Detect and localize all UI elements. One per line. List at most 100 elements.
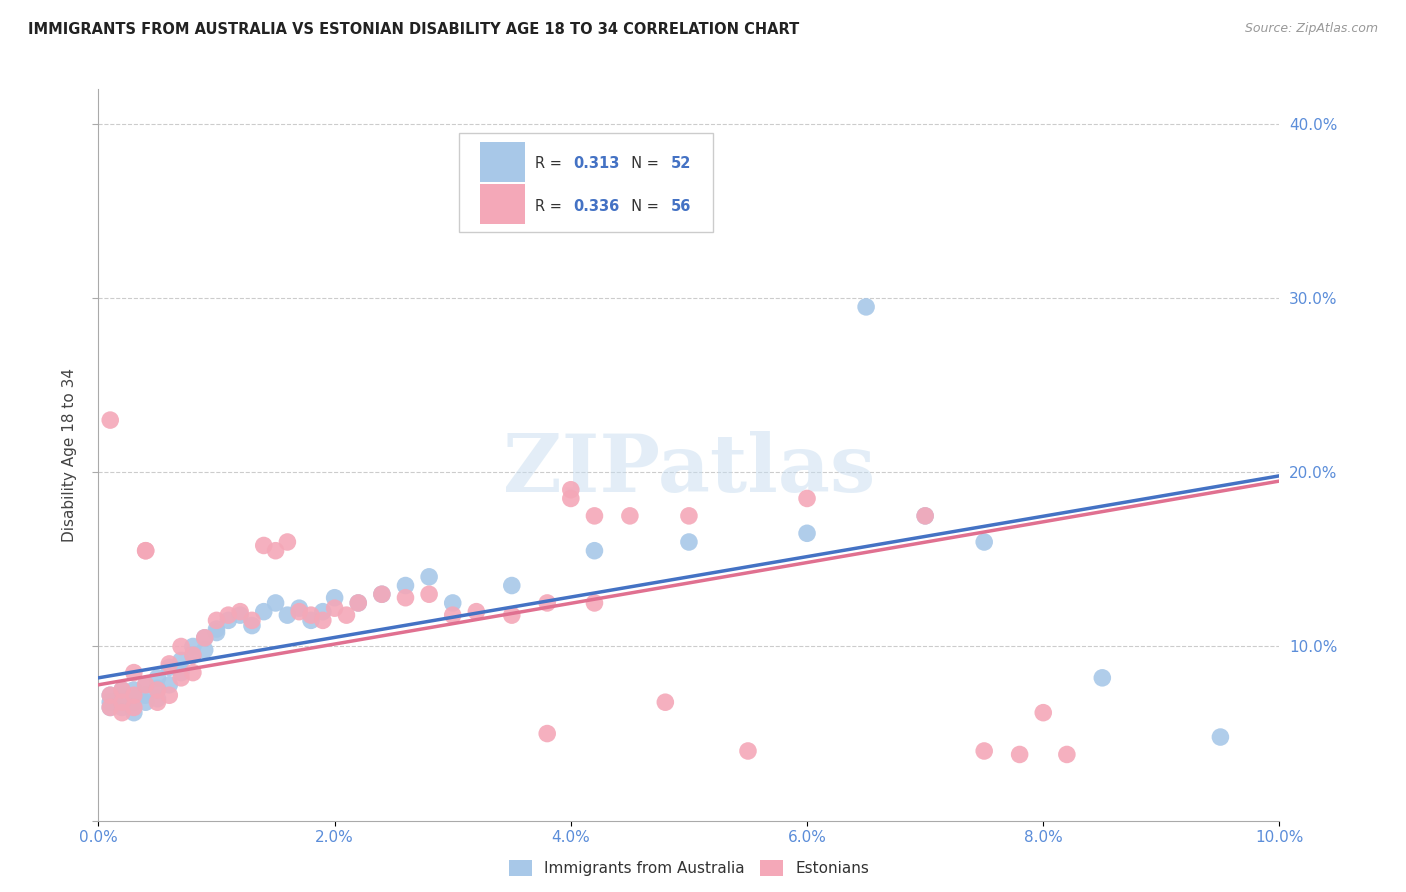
Point (122, 691, 145, 706)
Point (194, 643, 217, 657)
Point (394, 578, 416, 592)
Point (654, 695, 676, 709)
Point (678, 508, 700, 523)
Point (1209, 730, 1232, 744)
Point (264, 543, 287, 558)
Point (111, 683, 134, 698)
Text: 0.336: 0.336 (574, 199, 620, 213)
Point (181, 640, 204, 654)
Point (347, 596, 370, 610)
Point (1056, 747, 1078, 762)
Y-axis label: Disability Age 18 to 34: Disability Age 18 to 34 (62, 368, 77, 542)
Text: ZIPatlas: ZIPatlas (503, 431, 875, 508)
Point (737, 744, 759, 758)
Point (335, 608, 357, 623)
Point (205, 625, 228, 640)
Point (135, 678, 157, 692)
Point (312, 605, 335, 619)
Point (264, 596, 287, 610)
Point (135, 688, 157, 702)
Point (98, 700, 121, 714)
FancyBboxPatch shape (458, 133, 713, 232)
FancyBboxPatch shape (479, 184, 524, 224)
Point (135, 678, 157, 692)
Point (465, 605, 488, 619)
Point (135, 543, 157, 558)
Point (678, 535, 700, 549)
Text: 0.313: 0.313 (574, 156, 620, 171)
Point (194, 631, 217, 645)
Point (441, 596, 464, 610)
Point (560, 204, 582, 219)
Point (146, 691, 169, 706)
Point (240, 613, 263, 627)
Point (371, 587, 394, 601)
Point (583, 543, 606, 558)
Point (312, 613, 335, 627)
Point (122, 683, 145, 698)
Point (371, 587, 394, 601)
Point (288, 601, 311, 615)
Point (441, 608, 464, 623)
Point (253, 605, 276, 619)
Point (111, 695, 134, 709)
Point (194, 631, 217, 645)
Point (122, 700, 145, 714)
Point (276, 535, 298, 549)
Point (560, 491, 582, 506)
Text: IMMIGRANTS FROM AUSTRALIA VS ESTONIAN DISABILITY AGE 18 TO 34 CORRELATION CHART: IMMIGRANTS FROM AUSTRALIA VS ESTONIAN DI… (28, 22, 800, 37)
Point (583, 508, 606, 523)
Point (98, 688, 121, 702)
Point (170, 671, 193, 685)
Point (536, 726, 558, 740)
Point (323, 591, 346, 605)
Point (583, 596, 606, 610)
Point (973, 535, 995, 549)
Point (98, 700, 121, 714)
Point (157, 657, 180, 671)
Point (122, 706, 145, 720)
Point (229, 608, 252, 623)
Point (855, 300, 877, 314)
Point (157, 688, 180, 702)
Point (394, 591, 416, 605)
Point (98, 695, 121, 709)
Text: N =: N = (621, 199, 664, 213)
Point (299, 608, 322, 623)
Point (170, 665, 193, 680)
Text: 52: 52 (671, 156, 692, 171)
Point (205, 613, 228, 627)
Point (418, 587, 440, 601)
Point (253, 539, 276, 553)
FancyBboxPatch shape (479, 142, 524, 182)
Point (536, 596, 558, 610)
Point (299, 613, 322, 627)
Point (146, 683, 169, 698)
Point (914, 508, 936, 523)
Point (205, 622, 228, 636)
Point (914, 508, 936, 523)
Point (501, 608, 523, 623)
Point (973, 744, 995, 758)
Point (170, 653, 193, 667)
Point (98, 688, 121, 702)
Point (560, 483, 582, 497)
Point (157, 660, 180, 674)
Point (181, 665, 204, 680)
Point (229, 605, 252, 619)
Point (619, 508, 641, 523)
Text: 56: 56 (671, 199, 692, 213)
Point (146, 681, 169, 696)
Point (796, 526, 818, 541)
Point (157, 678, 180, 692)
Point (1032, 706, 1054, 720)
Point (111, 683, 134, 698)
Text: R =: R = (536, 156, 567, 171)
Point (796, 491, 818, 506)
Text: N =: N = (621, 156, 664, 171)
Point (170, 640, 193, 654)
Point (111, 695, 134, 709)
Point (323, 601, 346, 615)
Point (1008, 747, 1031, 762)
Point (276, 608, 298, 623)
